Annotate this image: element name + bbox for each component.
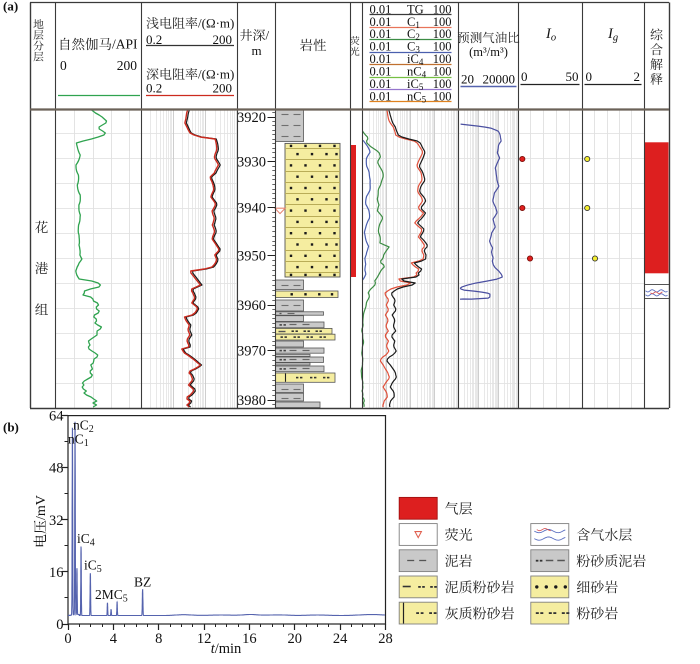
svg-text:64: 64 [49, 409, 64, 425]
svg-text:2: 2 [634, 69, 641, 84]
svg-text:20: 20 [461, 72, 474, 87]
svg-text:Io: Io [545, 26, 556, 44]
svg-text:0: 0 [521, 69, 528, 84]
svg-text:50: 50 [566, 69, 579, 84]
svg-text:28: 28 [378, 631, 393, 647]
svg-text:0.01: 0.01 [370, 2, 392, 16]
svg-text:0: 0 [60, 58, 67, 73]
svg-text:200: 200 [213, 32, 233, 47]
svg-text:100: 100 [433, 65, 452, 79]
svg-text:/API: /API [112, 37, 138, 52]
svg-text:100: 100 [433, 89, 452, 103]
svg-text:100: 100 [433, 77, 452, 91]
svg-text:100: 100 [433, 52, 452, 66]
svg-text:0.01: 0.01 [370, 65, 392, 79]
svg-text:0.01: 0.01 [370, 52, 392, 66]
svg-text:3950: 3950 [237, 249, 266, 265]
svg-text:/: / [266, 28, 270, 43]
svg-text:0: 0 [56, 617, 63, 633]
svg-text:3930: 3930 [237, 155, 266, 171]
svg-text:t/min: t/min [211, 641, 242, 657]
svg-text:4: 4 [110, 631, 118, 647]
svg-text:8: 8 [155, 631, 162, 647]
svg-text:100: 100 [433, 2, 452, 16]
svg-text:(m³/m³): (m³/m³) [469, 45, 508, 59]
svg-text:20000: 20000 [483, 72, 516, 87]
svg-text:0.2: 0.2 [146, 81, 162, 96]
svg-text:nC2: nC2 [73, 418, 94, 436]
svg-text:3980: 3980 [237, 393, 266, 409]
svg-text:/mV: /mV [34, 495, 49, 520]
svg-text:m: m [251, 43, 261, 58]
svg-text:0.2: 0.2 [146, 32, 162, 47]
svg-text:0.01: 0.01 [370, 89, 392, 103]
svg-text:20: 20 [288, 631, 303, 647]
svg-text:24: 24 [333, 631, 348, 647]
svg-text:3960: 3960 [237, 298, 266, 314]
svg-text:0.01: 0.01 [370, 15, 392, 29]
svg-text:3970: 3970 [237, 344, 266, 360]
svg-text:0.01: 0.01 [370, 27, 392, 41]
svg-text:nC1: nC1 [68, 432, 89, 450]
svg-text:3940: 3940 [237, 201, 266, 217]
svg-text:0: 0 [586, 69, 593, 84]
svg-text:(b): (b) [3, 420, 19, 435]
svg-text:Ig: Ig [607, 26, 618, 44]
svg-text:16: 16 [242, 631, 257, 647]
svg-text:3920: 3920 [237, 110, 266, 126]
svg-text:16: 16 [49, 565, 64, 581]
svg-text:100: 100 [433, 27, 452, 41]
svg-text:0.01: 0.01 [370, 40, 392, 54]
svg-text:200: 200 [213, 81, 233, 96]
svg-text:12: 12 [197, 631, 212, 647]
svg-text:/(Ω·m): /(Ω·m) [198, 16, 234, 31]
svg-text:0.01: 0.01 [370, 77, 392, 91]
svg-text:0: 0 [64, 631, 71, 647]
svg-text:(a): (a) [3, 0, 18, 14]
svg-text:48: 48 [49, 461, 64, 477]
svg-text:/(Ω·m): /(Ω·m) [198, 67, 234, 82]
svg-text:200: 200 [117, 58, 138, 73]
svg-text:2MC5: 2MC5 [95, 587, 128, 605]
svg-text:100: 100 [433, 40, 452, 54]
svg-text:100: 100 [433, 15, 452, 29]
svg-text:32: 32 [49, 513, 64, 529]
svg-text:TG: TG [407, 2, 424, 16]
svg-text:BZ: BZ [134, 575, 151, 590]
